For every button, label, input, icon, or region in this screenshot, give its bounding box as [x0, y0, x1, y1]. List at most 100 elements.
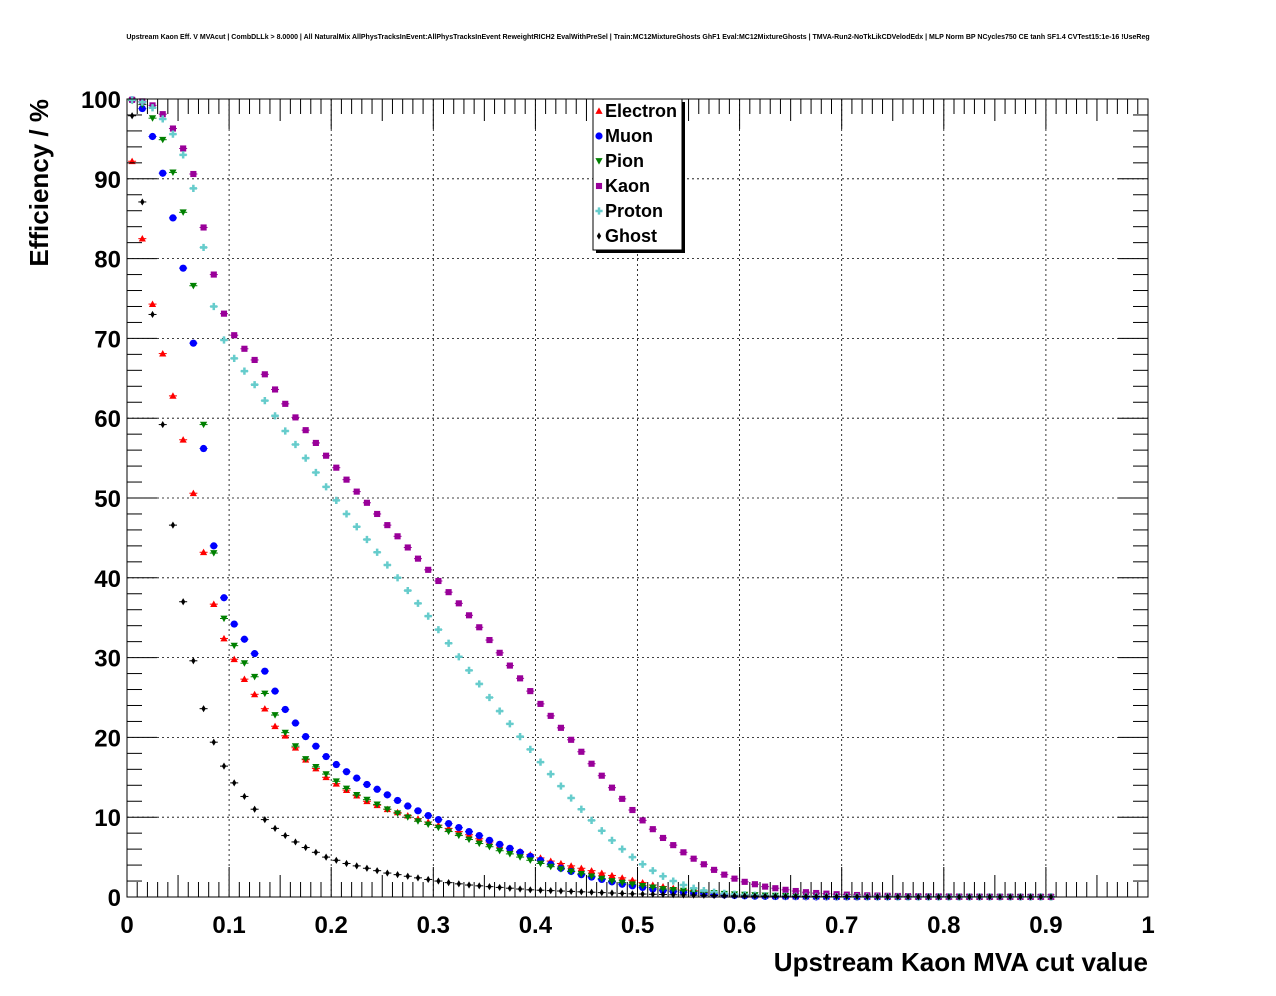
data-point-ghost — [446, 879, 451, 887]
data-point-electron — [169, 392, 177, 399]
data-point-kaon — [271, 386, 279, 393]
data-point-electron — [148, 300, 157, 307]
legend-label-kaon: Kaon — [605, 176, 650, 196]
data-point-pion — [353, 791, 361, 799]
data-point-muon — [179, 264, 187, 272]
data-point-pion — [679, 887, 688, 895]
data-point-pion — [608, 878, 616, 885]
data-point-kaon — [486, 636, 493, 644]
data-point-muon — [506, 844, 514, 852]
data-point-pion — [302, 756, 310, 763]
data-point-muon — [210, 542, 218, 550]
data-point-electron — [261, 705, 269, 712]
y-tick-label: 70 — [94, 326, 121, 353]
y-tick-label: 100 — [81, 87, 121, 114]
legend-marker-electron — [595, 107, 603, 114]
data-point-muon — [373, 785, 381, 793]
data-point-muon — [261, 667, 269, 675]
data-point-ghost — [620, 889, 625, 898]
data-point-proton — [179, 151, 187, 159]
data-point-muon — [516, 848, 524, 856]
data-point-proton — [138, 98, 146, 106]
data-point-ghost — [599, 889, 604, 897]
data-point-ghost — [395, 871, 400, 879]
data-point-muon — [424, 812, 432, 820]
data-point-proton — [547, 770, 555, 778]
data-point-pion — [496, 847, 504, 855]
data-point-ghost — [374, 867, 380, 875]
y-tick-label: 10 — [94, 805, 121, 832]
data-point-proton — [639, 860, 647, 868]
data-point-kaon — [588, 760, 595, 767]
data-point-muon — [220, 594, 228, 602]
data-point-ghost — [630, 890, 635, 898]
data-point-ghost — [415, 874, 421, 882]
data-point-proton — [424, 612, 432, 620]
data-point-proton — [608, 836, 616, 844]
x-axis-title: Upstream Kaon MVA cut value — [774, 947, 1148, 977]
data-point-ghost — [589, 888, 594, 896]
data-point-pion — [628, 881, 636, 888]
data-point-pion — [506, 851, 514, 858]
data-point-proton — [434, 626, 443, 634]
x-tick-label: 0.1 — [212, 912, 245, 939]
data-point-pion — [557, 866, 565, 873]
data-point-pion — [230, 642, 238, 650]
data-point-pion — [577, 870, 585, 878]
axes: 0 0.1 0.2 0.3 0.4 0.5 0.6 0.7 0.8 0.9 101020304050… — [81, 87, 1155, 939]
legend: Electron Muon Pion Kaon Proton Ghost — [592, 98, 685, 253]
data-point-muon — [322, 752, 330, 761]
y-tick-label: 60 — [94, 406, 121, 433]
data-point-ghost — [129, 112, 135, 120]
data-point-pion — [332, 778, 340, 785]
data-point-proton — [628, 853, 636, 861]
data-point-kaon — [629, 806, 636, 814]
data-point-electron — [159, 349, 167, 357]
data-point-kaon — [721, 871, 728, 878]
data-point-ghost — [313, 848, 319, 856]
data-point-ghost — [517, 885, 523, 893]
data-point-muon — [332, 760, 340, 769]
legend-marker-ghost — [596, 232, 602, 240]
data-point-pion — [445, 828, 453, 836]
data-point-kaon — [547, 712, 554, 719]
data-point-muon — [189, 339, 197, 347]
data-point-ghost — [650, 890, 655, 898]
data-point-ghost — [364, 864, 370, 872]
data-point-proton — [536, 758, 545, 766]
data-point-pion — [669, 886, 677, 894]
series-electron — [128, 157, 1056, 900]
data-point-ghost — [385, 869, 390, 877]
data-point-electron — [210, 600, 218, 608]
data-point-muon — [434, 815, 443, 824]
data-point-pion — [199, 421, 208, 429]
data-point-proton — [271, 412, 279, 420]
data-point-ghost — [640, 890, 645, 898]
data-point-proton — [128, 96, 136, 104]
data-point-proton — [210, 302, 218, 311]
data-point-proton — [291, 440, 300, 449]
data-point-pion — [291, 743, 300, 750]
data-point-ghost — [762, 892, 768, 900]
data-point-kaon — [731, 875, 738, 882]
data-point-kaon — [700, 861, 707, 868]
data-point-pion — [598, 875, 606, 883]
data-point-ghost — [140, 198, 145, 206]
data-point-muon — [363, 780, 371, 789]
data-point-pion — [363, 796, 371, 804]
data-point-kaon — [568, 736, 575, 743]
data-point-electron — [567, 862, 575, 869]
data-point-ghost — [344, 859, 349, 868]
data-point-kaon — [792, 887, 799, 895]
data-point-kaon — [537, 700, 544, 707]
data-point-ghost — [528, 886, 533, 894]
data-point-kaon — [333, 464, 340, 471]
data-point-kaon — [670, 842, 677, 849]
data-point-pion — [567, 868, 575, 876]
data-point-electron — [251, 690, 259, 698]
data-point-proton — [577, 805, 585, 813]
data-point-kaon — [190, 170, 197, 178]
y-tick-label: 20 — [94, 725, 121, 752]
data-point-muon — [485, 836, 494, 844]
data-point-electron — [608, 871, 616, 879]
